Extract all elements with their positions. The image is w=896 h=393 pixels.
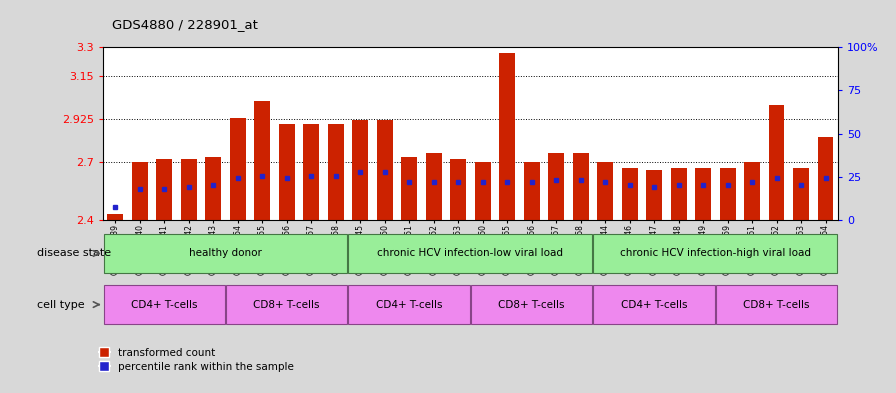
Bar [156, 159, 172, 220]
Bar [450, 159, 466, 220]
Bar [471, 285, 592, 324]
Bar [573, 153, 589, 220]
Bar [108, 214, 124, 220]
Bar [695, 168, 711, 220]
Bar [205, 157, 221, 220]
Text: CD8+ T-cells: CD8+ T-cells [498, 299, 564, 310]
Bar [769, 105, 785, 220]
Text: CD8+ T-cells: CD8+ T-cells [254, 299, 320, 310]
Bar [349, 285, 470, 324]
Text: CD4+ T-cells: CD4+ T-cells [131, 299, 197, 310]
Text: chronic HCV infection-high viral load: chronic HCV infection-high viral load [620, 248, 811, 259]
Bar [597, 162, 613, 220]
Text: healthy donor: healthy donor [189, 248, 262, 259]
Bar [104, 285, 225, 324]
Bar [226, 285, 348, 324]
Text: CD4+ T-cells: CD4+ T-cells [376, 299, 443, 310]
Legend: transformed count, percentile rank within the sample: transformed count, percentile rank withi… [99, 348, 294, 372]
Bar [523, 162, 539, 220]
Bar [254, 101, 271, 220]
Bar [744, 162, 760, 220]
Bar [279, 124, 295, 220]
Bar [593, 285, 715, 324]
Text: chronic HCV infection-low viral load: chronic HCV infection-low viral load [377, 248, 564, 259]
Text: CD8+ T-cells: CD8+ T-cells [744, 299, 810, 310]
Text: CD4+ T-cells: CD4+ T-cells [621, 299, 687, 310]
Bar [716, 285, 837, 324]
Bar [229, 118, 246, 220]
Bar [622, 168, 638, 220]
Bar [401, 157, 418, 220]
Bar [426, 153, 442, 220]
Bar [499, 53, 515, 220]
Text: cell type: cell type [37, 299, 84, 310]
Text: disease state: disease state [37, 248, 111, 259]
Bar [793, 168, 809, 220]
Text: GDS4880 / 228901_at: GDS4880 / 228901_at [112, 18, 258, 31]
Bar [376, 120, 392, 220]
Bar [670, 168, 686, 220]
Bar [475, 162, 491, 220]
Bar [303, 124, 319, 220]
Bar [817, 138, 833, 220]
Bar [548, 153, 564, 220]
Bar [719, 168, 736, 220]
Bar [328, 124, 344, 220]
Bar [181, 159, 197, 220]
Bar [349, 234, 592, 273]
Bar [352, 120, 368, 220]
Bar [104, 234, 348, 273]
Bar [593, 234, 837, 273]
Bar [132, 162, 148, 220]
Bar [646, 170, 662, 220]
